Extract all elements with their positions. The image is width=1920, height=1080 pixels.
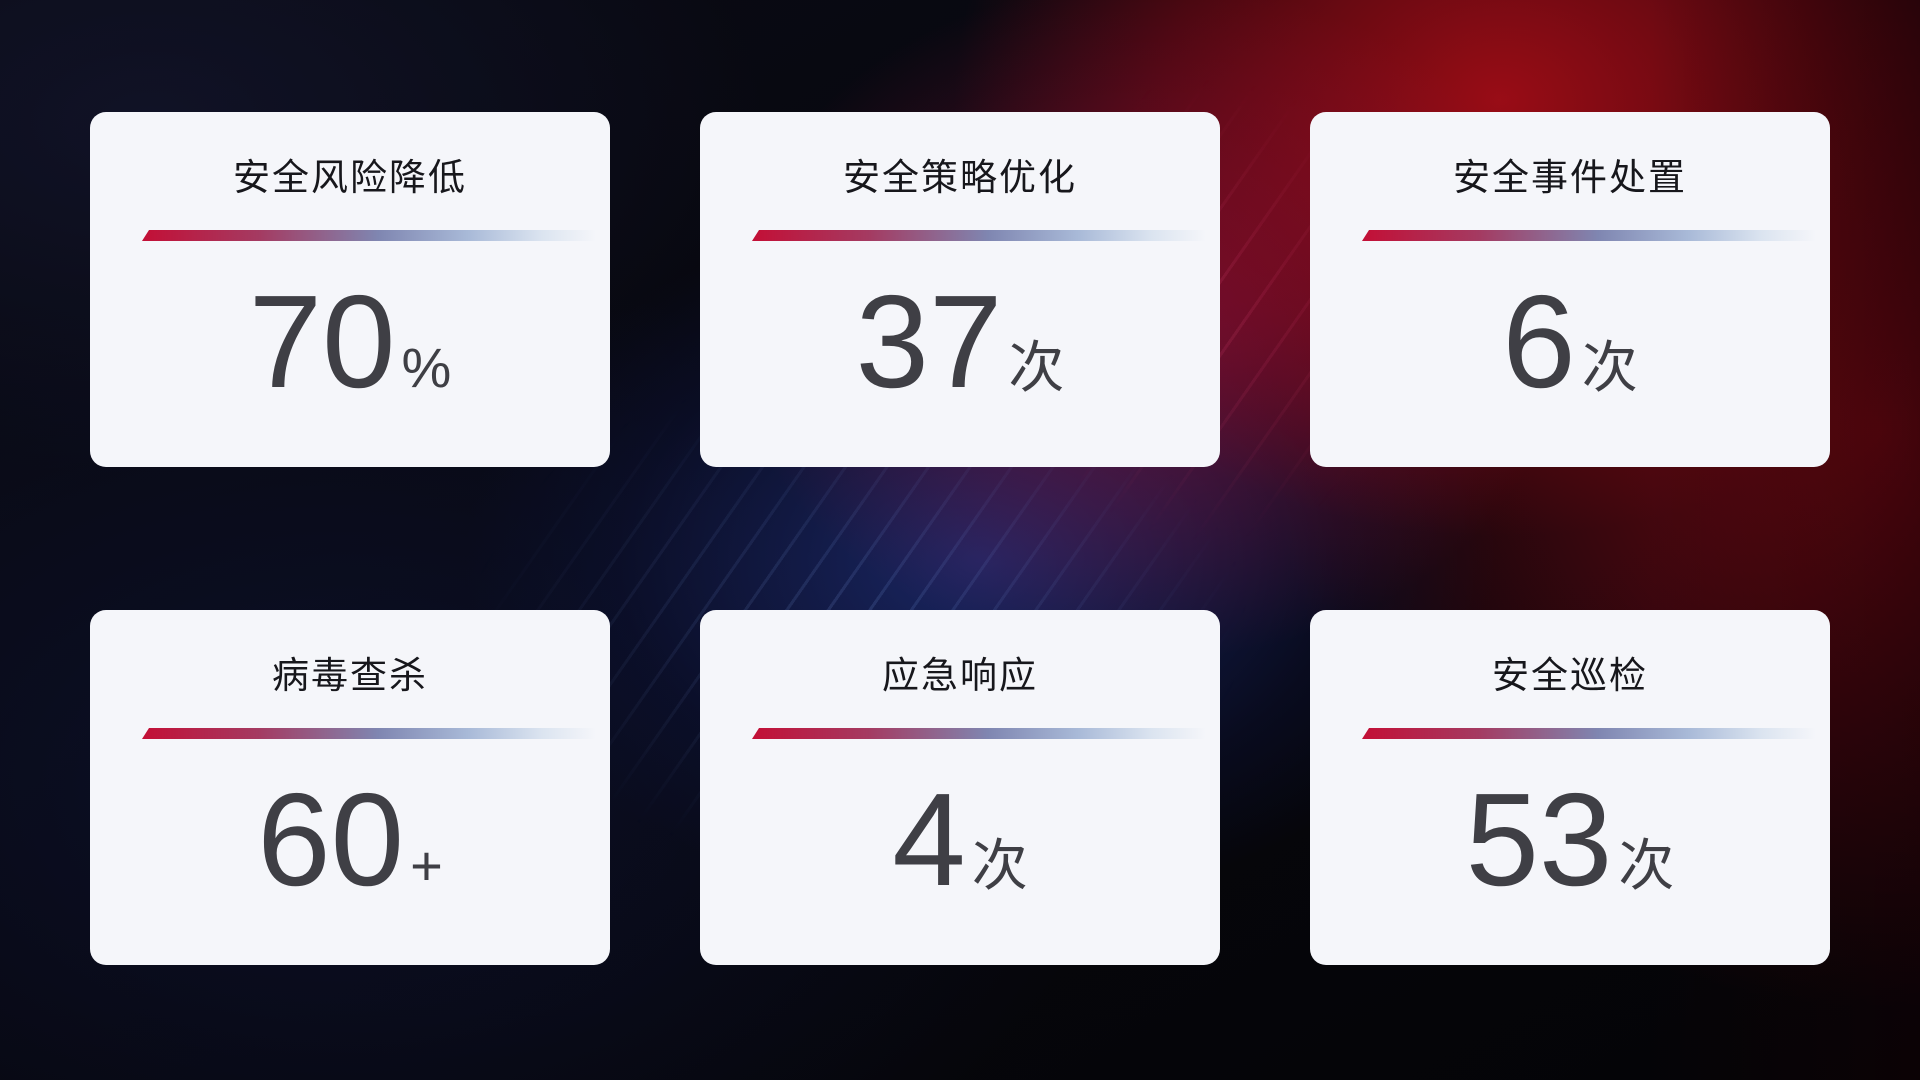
value-suffix: 次 [971, 834, 1028, 897]
value-suffix: % [401, 336, 452, 399]
card-value: 70% [90, 276, 610, 408]
accent-gradient-line [142, 230, 596, 241]
stat-card-risk-reduction: 安全风险降低 70% [90, 112, 610, 467]
card-title: 安全巡检 [1492, 655, 1648, 696]
value-suffix: 次 [1618, 834, 1675, 897]
value-suffix: 次 [1581, 336, 1638, 399]
stat-card-security-inspection: 安全巡检 53 次 [1310, 610, 1830, 965]
card-title: 安全策略优化 [843, 157, 1077, 198]
value-number: 60 [257, 766, 405, 913]
value-number: 6 [1502, 268, 1576, 415]
card-title: 病毒查杀 [272, 655, 428, 696]
accent-gradient-line [752, 230, 1206, 241]
card-title: 安全风险降低 [233, 157, 467, 198]
value-number: 37 [855, 268, 1003, 415]
value-suffix: 次 [1008, 336, 1065, 399]
accent-gradient-line [142, 728, 596, 739]
card-title: 安全事件处置 [1453, 157, 1687, 198]
accent-gradient-line [1362, 230, 1816, 241]
card-value: 37 次 [700, 276, 1220, 408]
accent-gradient-line [752, 728, 1206, 739]
value-number: 4 [892, 766, 966, 913]
stat-card-virus-scan: 病毒查杀 60 + [90, 610, 610, 965]
value-suffix: + [410, 834, 443, 897]
stat-card-policy-optimization: 安全策略优化 37 次 [700, 112, 1220, 467]
value-number: 70 [248, 268, 396, 415]
card-title: 应急响应 [882, 655, 1038, 696]
card-value: 53 次 [1310, 774, 1830, 906]
value-number: 53 [1465, 766, 1613, 913]
accent-gradient-line [1362, 728, 1816, 739]
card-value: 60 + [90, 774, 610, 906]
